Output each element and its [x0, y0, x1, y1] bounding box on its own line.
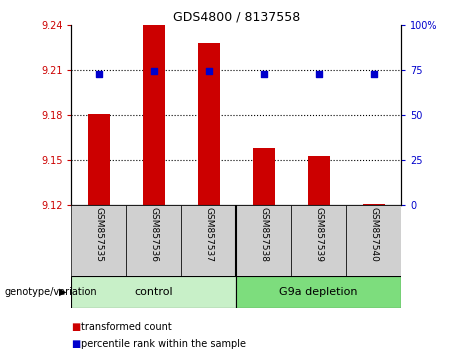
Text: ■: ■ — [71, 322, 81, 332]
Text: GSM857535: GSM857535 — [95, 207, 103, 262]
Text: control: control — [135, 287, 173, 297]
Bar — [71, 276, 236, 308]
Bar — [346, 205, 401, 276]
Text: GSM857537: GSM857537 — [204, 207, 213, 262]
Point — [260, 72, 267, 77]
Point — [150, 69, 158, 74]
Point — [315, 72, 322, 77]
Bar — [126, 205, 181, 276]
Bar — [291, 205, 346, 276]
Text: genotype/variation: genotype/variation — [5, 287, 97, 297]
Text: G9a depletion: G9a depletion — [279, 287, 358, 297]
Point — [205, 69, 213, 74]
Text: GSM857538: GSM857538 — [259, 207, 268, 262]
Bar — [71, 205, 126, 276]
Text: transformed count: transformed count — [81, 322, 171, 332]
Bar — [143, 25, 165, 205]
Text: GSM857539: GSM857539 — [314, 207, 323, 262]
Point — [370, 72, 377, 77]
Point — [95, 72, 103, 77]
Bar — [253, 148, 275, 205]
Bar — [88, 114, 110, 205]
Text: GSM857540: GSM857540 — [369, 207, 378, 262]
Bar — [236, 276, 401, 308]
Text: ■: ■ — [71, 339, 81, 349]
Text: percentile rank within the sample: percentile rank within the sample — [81, 339, 246, 349]
Title: GDS4800 / 8137558: GDS4800 / 8137558 — [172, 11, 300, 24]
Bar — [198, 43, 220, 205]
Bar — [307, 156, 330, 205]
Bar — [363, 204, 384, 205]
Text: ▶: ▶ — [59, 287, 67, 297]
Bar — [181, 205, 236, 276]
Bar — [236, 205, 291, 276]
Text: GSM857536: GSM857536 — [149, 207, 159, 262]
